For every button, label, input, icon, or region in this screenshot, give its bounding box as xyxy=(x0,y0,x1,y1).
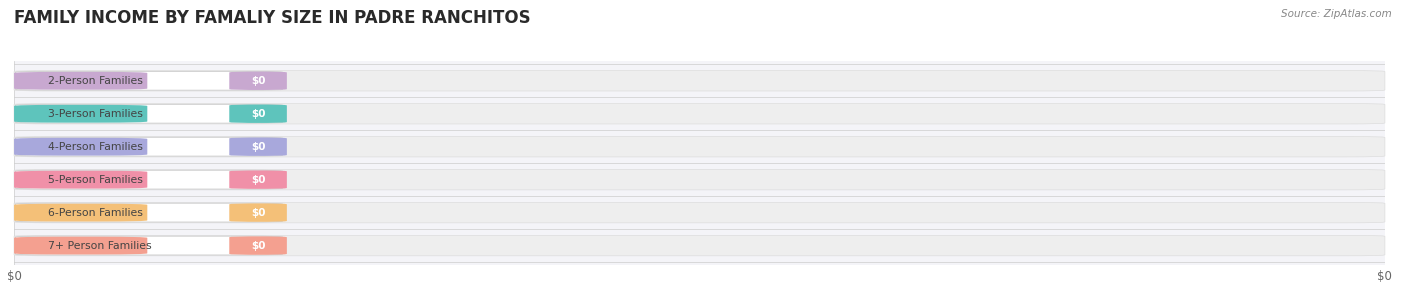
FancyBboxPatch shape xyxy=(15,170,283,189)
Text: $0: $0 xyxy=(250,76,266,86)
FancyBboxPatch shape xyxy=(15,137,283,156)
FancyBboxPatch shape xyxy=(14,170,1385,190)
FancyBboxPatch shape xyxy=(229,138,287,156)
FancyBboxPatch shape xyxy=(14,70,1385,91)
FancyBboxPatch shape xyxy=(14,171,148,188)
FancyBboxPatch shape xyxy=(14,103,1385,124)
Text: $0: $0 xyxy=(250,241,266,251)
FancyBboxPatch shape xyxy=(15,203,283,222)
FancyBboxPatch shape xyxy=(14,204,148,221)
FancyBboxPatch shape xyxy=(14,72,148,90)
FancyBboxPatch shape xyxy=(15,104,283,123)
Text: 4-Person Families: 4-Person Families xyxy=(48,142,143,152)
FancyBboxPatch shape xyxy=(229,170,287,189)
FancyBboxPatch shape xyxy=(14,237,148,254)
FancyBboxPatch shape xyxy=(14,203,1385,223)
FancyBboxPatch shape xyxy=(229,72,287,90)
Text: FAMILY INCOME BY FAMALIY SIZE IN PADRE RANCHITOS: FAMILY INCOME BY FAMALIY SIZE IN PADRE R… xyxy=(14,9,530,27)
Text: $0: $0 xyxy=(250,109,266,119)
FancyBboxPatch shape xyxy=(14,136,1385,157)
FancyBboxPatch shape xyxy=(14,138,148,156)
FancyBboxPatch shape xyxy=(15,71,283,90)
FancyBboxPatch shape xyxy=(14,235,1385,256)
Text: $0: $0 xyxy=(250,142,266,152)
Text: 2-Person Families: 2-Person Families xyxy=(48,76,143,86)
Text: Source: ZipAtlas.com: Source: ZipAtlas.com xyxy=(1281,9,1392,19)
FancyBboxPatch shape xyxy=(229,203,287,222)
FancyBboxPatch shape xyxy=(229,236,287,255)
Text: 7+ Person Families: 7+ Person Families xyxy=(48,241,152,251)
FancyBboxPatch shape xyxy=(15,236,283,255)
Text: 5-Person Families: 5-Person Families xyxy=(48,175,143,185)
Text: $0: $0 xyxy=(250,208,266,217)
Text: 3-Person Families: 3-Person Families xyxy=(48,109,143,119)
Text: $0: $0 xyxy=(250,175,266,185)
FancyBboxPatch shape xyxy=(14,105,148,123)
Text: 6-Person Families: 6-Person Families xyxy=(48,208,143,217)
FancyBboxPatch shape xyxy=(229,105,287,123)
